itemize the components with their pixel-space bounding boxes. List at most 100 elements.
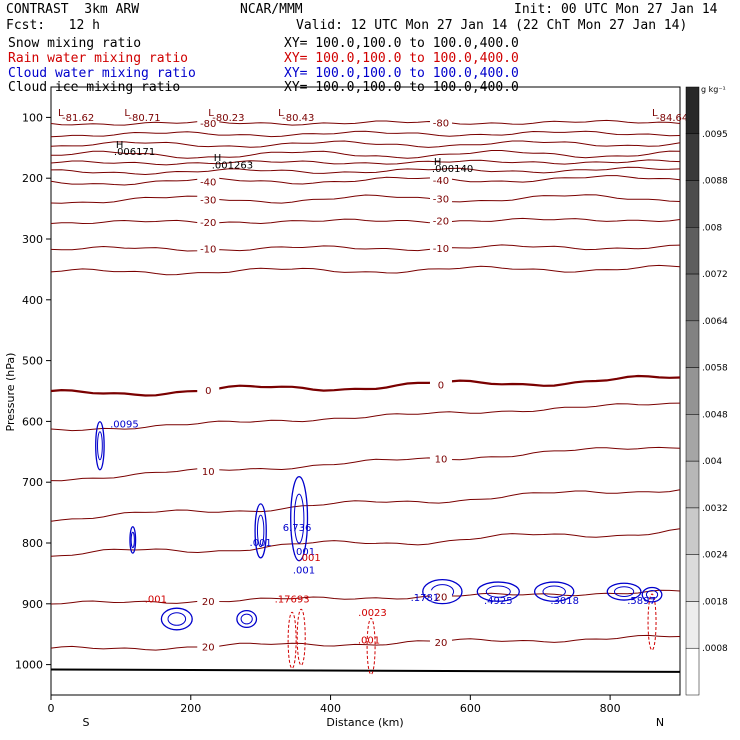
snow-max-marker: H [434,157,442,168]
cloud-water-label: .4925 [484,596,513,607]
y-tick-label: 600 [22,415,43,428]
low-value: -80.23 [212,113,244,124]
isotherm-label: -80 [200,119,216,130]
x-tick-label: 600 [460,702,481,715]
rain-water-contour [287,611,297,669]
cloud-water-contour [485,585,511,598]
field-rain-xy: XY= 100.0,100.0 to 100.0,400.0 [284,51,519,66]
x-tick-label: 400 [320,702,341,715]
colorbar-segment [685,460,700,509]
isotherm-label-bg [429,116,452,128]
field-snow-name: Snow mixing ratio [8,36,142,51]
isotherm-line [50,374,681,397]
isotherm-label-bg [429,452,452,464]
isotherm-label: 0 [438,381,444,392]
isotherm-line [50,140,681,148]
isotherm-line [50,589,681,605]
field-cloudwater-xy: XY= 100.0,100.0 to 100.0,400.0 [284,66,519,81]
cloud-water-contour [293,493,305,544]
cloud-water-contour [167,612,187,626]
cloud-water-contour [256,514,265,548]
cloud-water-label: .0095 [110,419,139,430]
isotherm-line [50,402,681,432]
rain-water-contour [647,593,657,651]
colorbar-tick-label: .0058 [702,364,728,374]
header-valid: Valid: 12 UTC Mon 27 Jan 14 (22 ChT Mon … [296,18,688,33]
isotherm-label: 20 [202,597,215,608]
header-institution: NCAR/MMM [240,2,303,17]
isotherm-line [50,159,681,166]
cloud-water-label: .3018 [550,596,579,607]
isotherm-label-bg [197,117,220,129]
field-cloudwater-name: Cloud water mixing ratio [8,66,196,81]
isotherm-label: -30 [200,195,216,206]
colorbar-tick-label: .0088 [702,177,728,187]
x-tick-label: 800 [600,702,621,715]
colorbar-tick-label: .008 [702,223,722,233]
isotherm-line [50,194,681,204]
isotherm-label-bg [429,635,452,647]
cloud-water-contour [542,585,566,598]
isotherm-label-bg [429,241,452,253]
colorbar-segment [685,367,700,415]
isotherm-label: 0 [205,386,211,397]
colorbar-tick-label: .0048 [702,410,728,420]
colorbar-segment [685,86,700,135]
colorbar-tick-label: .0024 [702,551,728,561]
y-tick-label: 200 [22,172,43,185]
cloud-water-label: .001 [250,538,272,549]
surface-line [50,668,681,673]
cloud-water-contour [129,526,137,554]
isotherm-line [50,244,681,252]
low-value: -84.64 [656,113,688,124]
isotherm-label-bg [429,590,452,602]
cloud-water-contour [533,581,575,602]
x-tick-label: 200 [180,702,201,715]
header-fcst: Fcst: 12 h [6,18,100,33]
rain-water-contour [366,617,376,675]
colorbar-tick-label: .0008 [702,644,728,654]
isotherm-line [50,446,681,482]
low-marker: L [58,108,64,119]
cloud-water-contour [160,607,193,631]
cloud-water-contour [254,503,267,559]
low-value: -80.71 [128,113,160,124]
isotherm-label: 20 [435,638,448,649]
low-value: -81.62 [62,113,94,124]
isotherm-line [50,130,681,138]
y-tick-label: 300 [22,233,43,246]
rain-water-label: .17693 [275,595,310,606]
colorbar-tick-label: .004 [702,457,722,467]
y-tick-label: 500 [22,355,43,368]
colorbar-segment [685,601,700,649]
isotherm-line [50,634,681,651]
cloud-water-label: .001 [293,565,315,576]
isotherm-label: 20 [435,592,448,603]
header-model: CONTRAST 3km ARW [6,2,140,17]
rain-water-label: .001 [145,595,167,606]
y-tick-label: 400 [22,294,43,307]
colorbar-segment [685,554,700,602]
rain-water-label: .001 [358,635,380,646]
y-tick-label: 100 [22,111,43,124]
cloud-water-contour [130,531,135,549]
isotherm-label-bg [429,173,452,185]
isotherm-line [50,489,681,522]
isotherm-label: -10 [200,245,216,256]
colorbar-segment [685,273,700,322]
isotherm-label-bg [197,594,220,606]
snow-max-value: .000140 [432,164,473,175]
header-init: Init: 00 UTC Mon 27 Jan 14 [514,2,718,17]
colorbar-tick-label: .0032 [702,504,728,514]
cloud-water-label: .5897 [627,596,656,607]
low-marker: L [208,108,214,119]
low-marker: L [278,108,284,119]
y-tick-label: 800 [22,537,43,550]
cloud-water-label: .001 [293,547,315,558]
colorbar-segment [685,227,700,275]
isotherm-label-bg [429,214,452,226]
cloud-water-contour [476,581,520,602]
isotherm-line [50,264,681,276]
isotherm-label-bg [197,464,220,476]
cloud-water-contour [613,586,635,598]
